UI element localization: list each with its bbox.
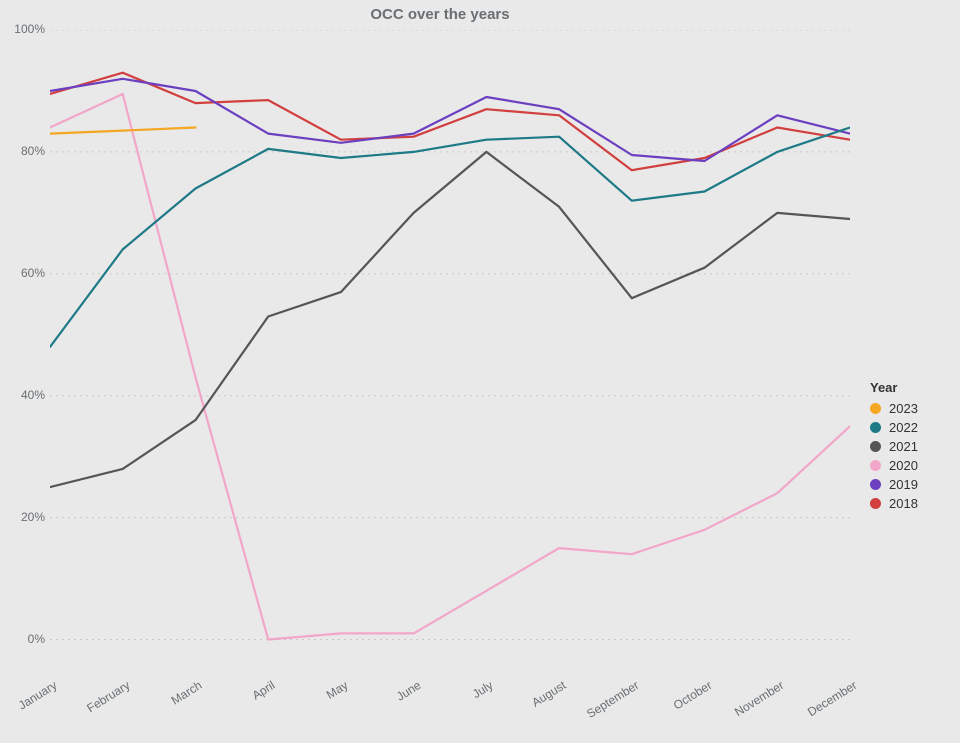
y-tick-label: 20% [5, 510, 45, 524]
legend-marker [870, 498, 881, 509]
y-tick-label: 40% [5, 388, 45, 402]
x-tick-label: October [639, 678, 714, 732]
legend-marker [870, 441, 881, 452]
legend-marker [870, 460, 881, 471]
legend: Year 2023 2022 2021 2020 2019 2018 [870, 380, 918, 515]
series-line-2020 [50, 94, 850, 640]
legend-item-2019[interactable]: 2019 [870, 477, 918, 492]
x-tick-label: August [493, 678, 568, 732]
legend-title: Year [870, 380, 918, 395]
chart-svg [50, 30, 850, 670]
legend-item-2022[interactable]: 2022 [870, 420, 918, 435]
legend-item-2018[interactable]: 2018 [870, 496, 918, 511]
legend-label: 2018 [889, 496, 918, 511]
legend-label: 2022 [889, 420, 918, 435]
y-tick-label: 100% [5, 22, 45, 36]
x-tick-label: February [57, 678, 132, 732]
legend-item-2021[interactable]: 2021 [870, 439, 918, 454]
x-tick-label: July [421, 678, 496, 732]
x-tick-label: September [566, 678, 641, 732]
y-tick-label: 60% [5, 266, 45, 280]
series-line-2019 [50, 79, 850, 161]
y-tick-label: 80% [5, 144, 45, 158]
series-line-2021 [50, 152, 850, 487]
series-line-2022 [50, 128, 850, 348]
legend-marker [870, 479, 881, 490]
legend-label: 2019 [889, 477, 918, 492]
legend-marker [870, 403, 881, 414]
x-tick-label: June [348, 678, 423, 732]
y-tick-label: 0% [5, 632, 45, 646]
legend-label: 2020 [889, 458, 918, 473]
x-tick-label: April [202, 678, 277, 732]
x-tick-label: March [130, 678, 205, 732]
x-tick-label: November [711, 678, 786, 732]
plot-area [50, 30, 850, 670]
occ-chart: OCC over the years 0% 20% 40% 60% 80% 100% Ja… [0, 0, 960, 743]
chart-title: OCC over the years [0, 6, 880, 23]
x-tick-label: December [784, 678, 859, 732]
legend-label: 2021 [889, 439, 918, 454]
x-tick-label: January [0, 678, 59, 732]
legend-marker [870, 422, 881, 433]
x-tick-label: May [275, 678, 350, 732]
legend-label: 2023 [889, 401, 918, 416]
legend-item-2023[interactable]: 2023 [870, 401, 918, 416]
series-line-2023 [50, 128, 196, 134]
legend-item-2020[interactable]: 2020 [870, 458, 918, 473]
